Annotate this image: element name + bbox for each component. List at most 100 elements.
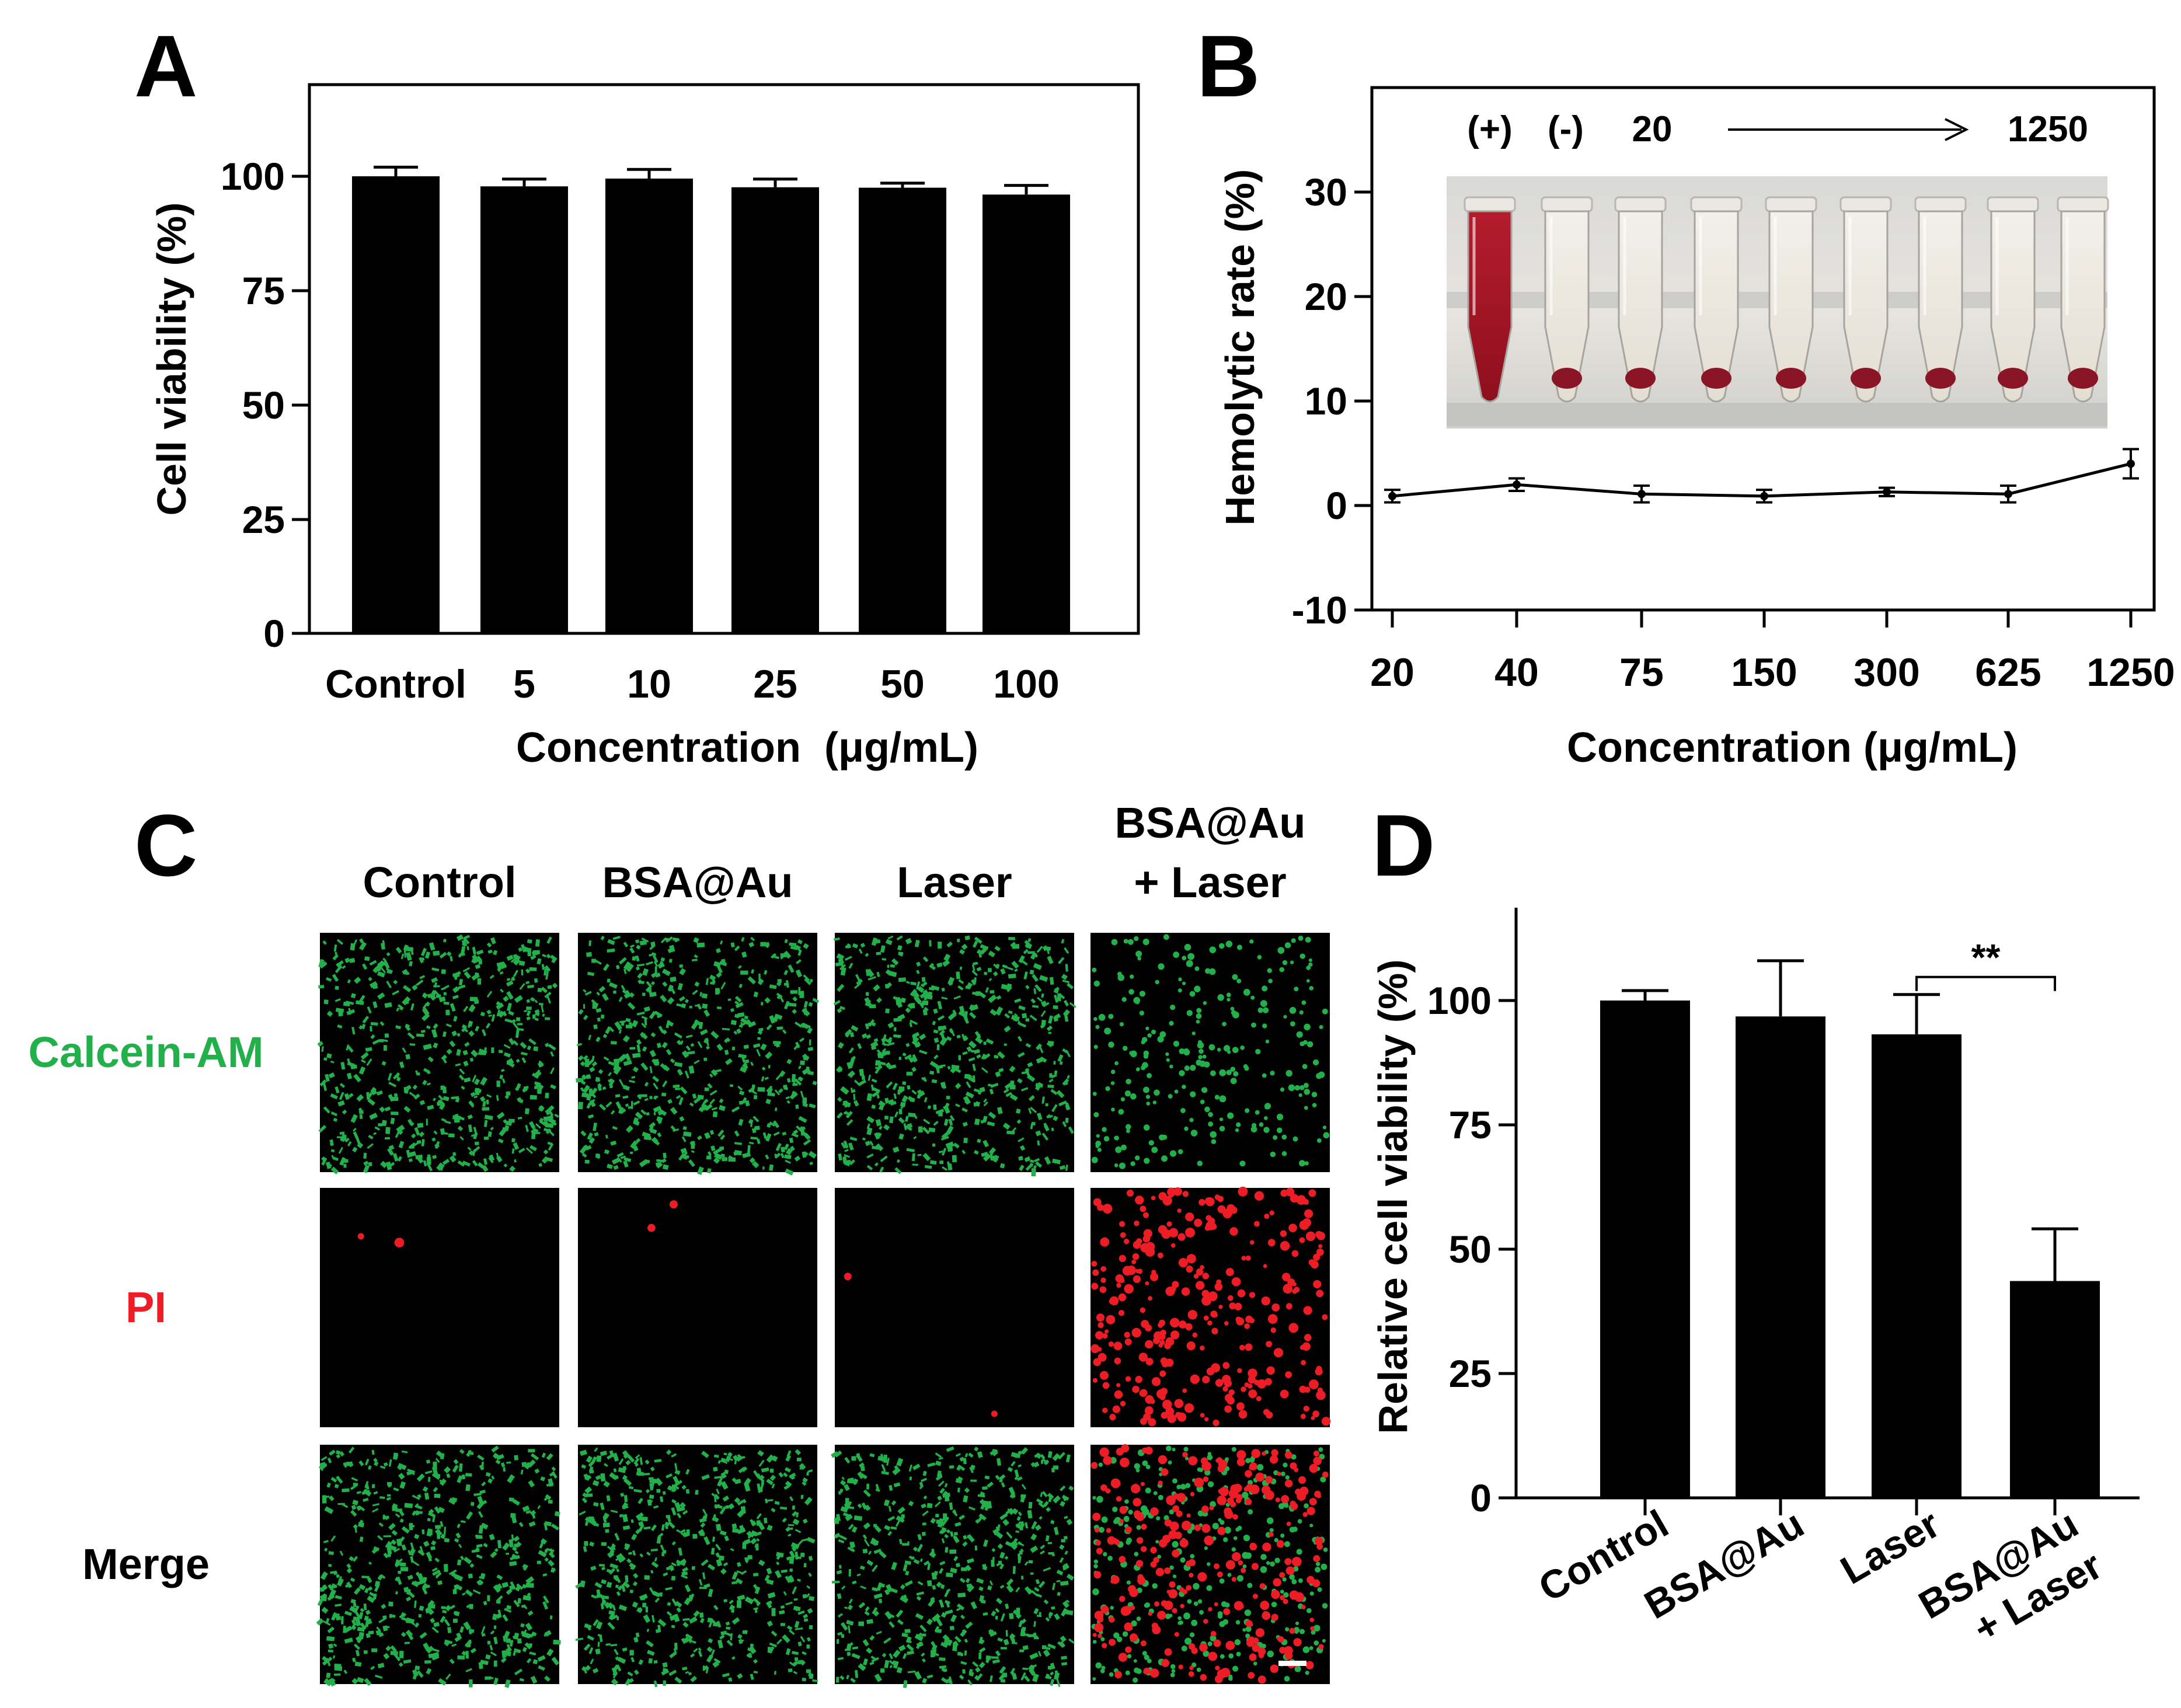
inset-label-positive: (+) bbox=[1467, 109, 1513, 149]
inset-label-low: 20 bbox=[1632, 109, 1673, 149]
panel-c-column-header-bsa-au-laser: BSA@Au + Laser bbox=[1114, 799, 1305, 907]
panel-a-bar-50 bbox=[859, 187, 946, 633]
micrograph-merge-control bbox=[316, 1445, 561, 1688]
panel-d-ytick-label-100: 100 bbox=[1427, 979, 1492, 1022]
panel-d-bar-bsa-au-laser bbox=[2010, 1281, 2100, 1498]
panel-a-ytick-50: 50 bbox=[242, 384, 309, 427]
tube-sample bbox=[1839, 196, 1892, 403]
micrograph-pi-control bbox=[320, 1188, 559, 1427]
panel-a-bar-25 bbox=[731, 187, 819, 633]
panel-a-x-axis-title: Concentration (μg/mL) bbox=[516, 724, 978, 771]
panel-a-ytick-label-50: 50 bbox=[242, 384, 285, 427]
panel-b-y-axis-title: Hemolytic rate (%) bbox=[1217, 169, 1263, 526]
panel-b-point-625 bbox=[2004, 490, 2012, 499]
panel-b-x-axis-title: Concentration (μg/mL) bbox=[1567, 724, 2018, 771]
panel-b-point-20 bbox=[1388, 492, 1396, 500]
panel-d-x-tick-label-bsa-au-laser: BSA@Au+ Laser bbox=[1911, 1501, 2109, 1669]
panel-b-x-tick-label-625: 625 bbox=[1975, 650, 2041, 695]
panel-d-bar-bsa-au bbox=[1736, 1016, 1825, 1498]
panel-b-ytick-label-10: 10 bbox=[1305, 379, 1347, 423]
panel-a-x-tick-label-25: 25 bbox=[753, 662, 797, 706]
panel-a-error-bar-100 bbox=[1004, 184, 1048, 195]
panel-b-point-150 bbox=[1760, 492, 1768, 500]
panel-d-ytick-0: 0 bbox=[1470, 1476, 1516, 1519]
panel-a-x-tick-label-10: 10 bbox=[627, 662, 671, 706]
panel-b-x-tick-label-150: 150 bbox=[1731, 650, 1797, 695]
significance-label: ** bbox=[1971, 936, 2001, 978]
panel-a-x-tick-label-100: 100 bbox=[993, 662, 1059, 706]
micrograph-pi-bsa-au bbox=[578, 1188, 817, 1427]
panel-a-ytick-label-0: 0 bbox=[263, 612, 285, 655]
micrograph-merge-laser bbox=[831, 1445, 1075, 1688]
tube-sample bbox=[1614, 196, 1667, 403]
micrograph-pi-bsa-au-laser bbox=[1090, 1186, 1331, 1427]
tube-positive-control bbox=[1464, 196, 1516, 403]
panel-a-bar-5 bbox=[480, 186, 568, 633]
panel-b-line-chart: -10 0 10 20 30 (+) bbox=[1217, 86, 2175, 771]
panel-d-bar-control bbox=[1600, 1001, 1690, 1498]
panel-c-row-label-pi: PI bbox=[126, 1283, 166, 1331]
panel-d-bar-laser bbox=[1872, 1034, 1961, 1498]
panel-a-ytick-0: 0 bbox=[263, 612, 309, 655]
panel-d-ytick-label-25: 25 bbox=[1449, 1352, 1492, 1395]
panel-b-ytick-label-0: 0 bbox=[1326, 484, 1347, 527]
panel-c-column-header-control: Control bbox=[363, 858, 516, 907]
panel-b-point-1250 bbox=[2127, 459, 2135, 468]
panel-a-ytick-label-25: 25 bbox=[242, 498, 285, 541]
panel-a-bar-control bbox=[352, 176, 440, 633]
panel-a-plot-frame bbox=[308, 83, 1140, 635]
panel-a-ytick-100: 100 bbox=[221, 155, 309, 198]
panel-a-ytick-label-75: 75 bbox=[242, 269, 285, 312]
panel-b-ytick-10: 10 bbox=[1305, 379, 1372, 423]
panel-d-ytick-75: 75 bbox=[1449, 1103, 1516, 1146]
panel-a-bar-100 bbox=[983, 194, 1070, 633]
panel-a-y-axis: 0 25 50 75 100 bbox=[221, 155, 309, 655]
panel-a-x-tick-label-50: 50 bbox=[880, 662, 925, 706]
panel-d-ytick-label-75: 75 bbox=[1449, 1103, 1492, 1146]
panel-a-ytick-75: 75 bbox=[242, 269, 309, 312]
tube-sample bbox=[1914, 196, 1967, 403]
panel-b-y-axis: -10 0 10 20 30 bbox=[1292, 170, 1372, 632]
panel-a-error-bar-25 bbox=[753, 177, 797, 187]
panel-b-point-300 bbox=[1883, 487, 1891, 496]
panel-d-ytick-50: 50 bbox=[1449, 1228, 1516, 1271]
panel-b-ytick-0: 0 bbox=[1326, 484, 1372, 527]
panel-d-error-bar-bsa-au-laser bbox=[2032, 1227, 2078, 1281]
micrograph-calcein-am-laser bbox=[833, 933, 1076, 1177]
panel-b-x-tick-label-40: 40 bbox=[1494, 650, 1539, 695]
tube-negative-control bbox=[1541, 196, 1593, 403]
micrograph-pi-laser bbox=[835, 1188, 1074, 1427]
panel-a-y-axis-title: Cell viability (%) bbox=[149, 203, 194, 516]
panel-b-ytick-label-neg10: -10 bbox=[1292, 588, 1347, 632]
panel-label-b: B bbox=[1197, 17, 1260, 115]
panel-d-ytick-label-50: 50 bbox=[1449, 1228, 1492, 1271]
tube-sample bbox=[1987, 196, 2039, 403]
panel-d-ytick-100: 100 bbox=[1427, 979, 1516, 1022]
panel-a-ytick-25: 25 bbox=[242, 498, 309, 541]
panel-a-error-bar-10 bbox=[627, 168, 671, 179]
panel-a-x-tick-label-control: Control bbox=[325, 662, 466, 706]
panel-b-x-tick-label-1250: 1250 bbox=[2086, 650, 2175, 695]
panel-a-bar-10 bbox=[605, 178, 693, 633]
panel-b-x-tick-label-300: 300 bbox=[1853, 650, 1919, 695]
panel-a-bar-chart: 0 25 50 75 100 Control 5 10 25 50 100 Cell vi… bbox=[149, 83, 1140, 771]
panel-d-y-axis: 0 25 50 75 100 bbox=[1427, 979, 1516, 1519]
panel-d-error-bar-control bbox=[1622, 989, 1668, 1001]
panel-a-x-tick-label-5: 5 bbox=[513, 662, 535, 706]
panel-b-ytick-label-20: 20 bbox=[1305, 275, 1347, 318]
panel-c-column-header-laser: Laser bbox=[897, 858, 1012, 907]
panel-a-error-bar-5 bbox=[502, 177, 546, 187]
panel-d-error-bar-bsa-au bbox=[1757, 959, 1804, 1017]
scale-bar bbox=[1278, 1661, 1306, 1666]
tube-sample bbox=[1765, 196, 1817, 403]
inset-label-negative: (-) bbox=[1548, 109, 1584, 149]
panel-c-fluorescence-grid: Control BSA@Au Laser BSA@Au + Laser Calcein-… bbox=[29, 799, 1331, 1688]
panel-d-y-axis-title: Relative cell viability (%) bbox=[1370, 959, 1416, 1434]
panel-a-error-bar-control bbox=[374, 165, 418, 176]
panel-a-error-bar-50 bbox=[880, 182, 925, 188]
panel-b-point-40 bbox=[1513, 480, 1521, 489]
inset-arrow-head-icon bbox=[1945, 118, 1969, 141]
micrograph-merge-bsa-au-laser bbox=[1090, 1444, 1330, 1684]
panel-label-a: A bbox=[134, 17, 197, 115]
